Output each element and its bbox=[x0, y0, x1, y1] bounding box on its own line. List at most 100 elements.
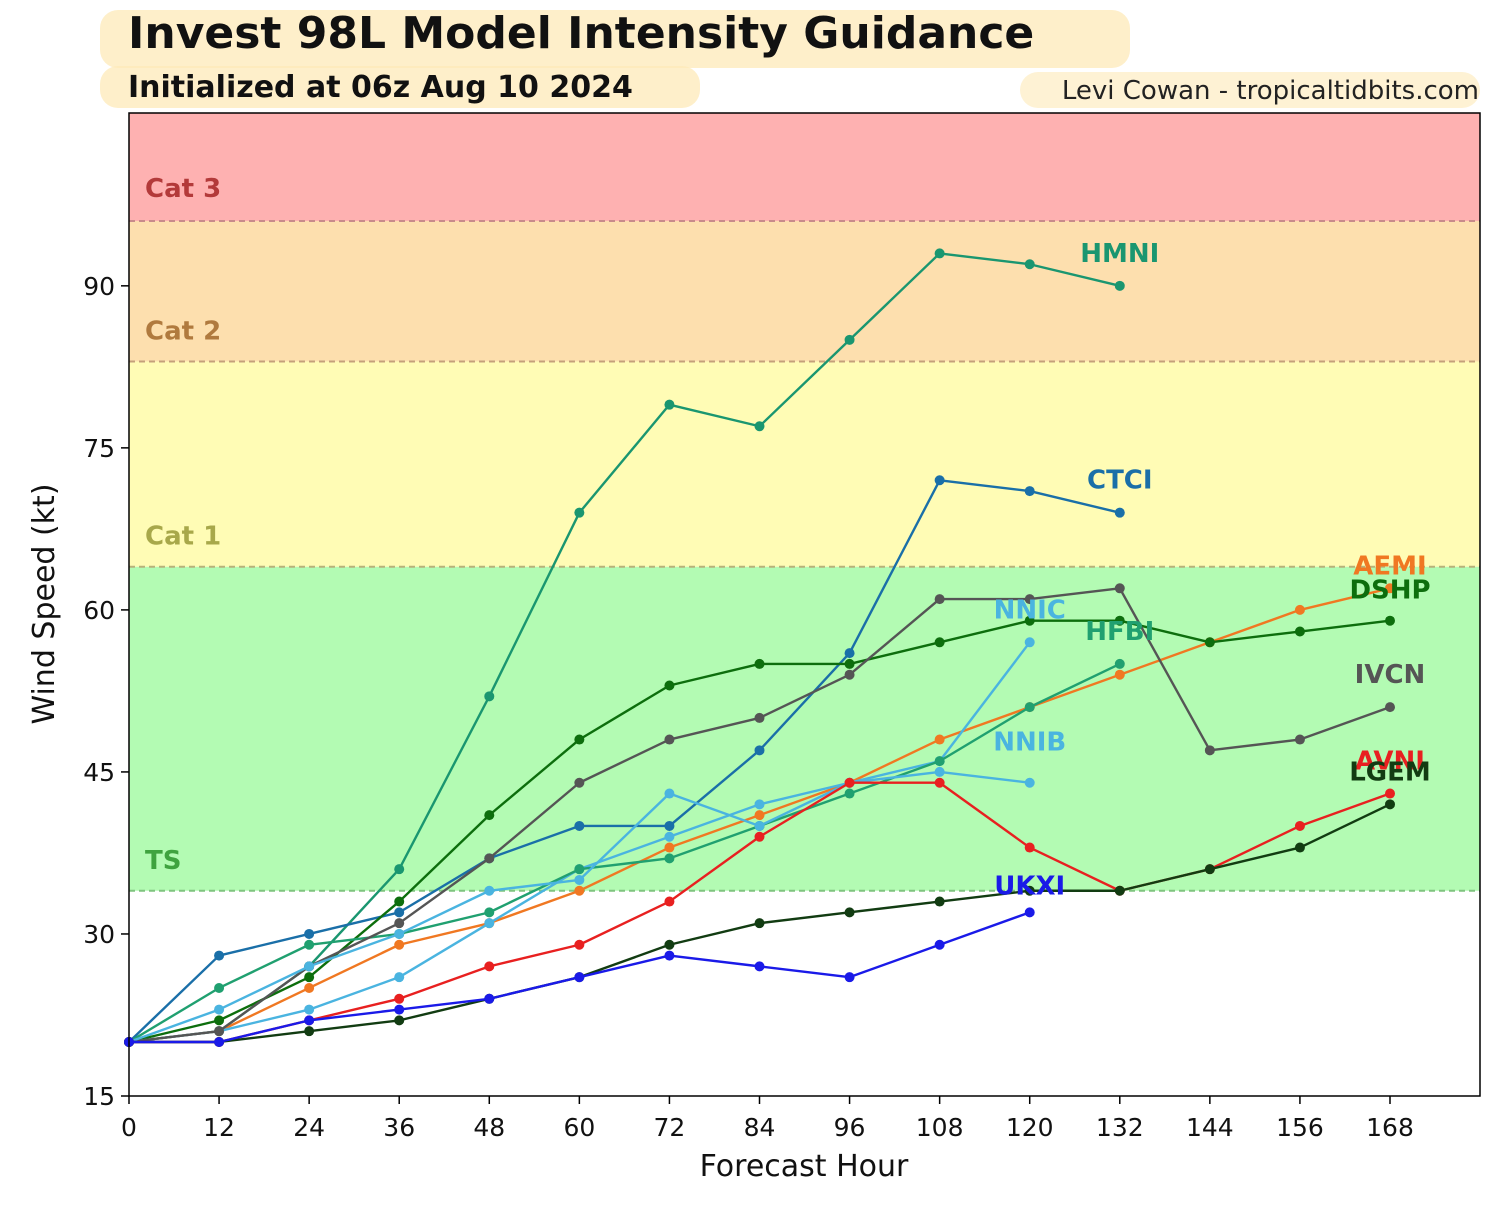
series-point-ctci bbox=[754, 745, 765, 756]
series-point-dshp bbox=[754, 658, 765, 669]
credit-highlight bbox=[1020, 72, 1480, 108]
series-point-hmni bbox=[394, 864, 405, 875]
series-point-hfbi bbox=[664, 853, 675, 864]
x-tick-label-9: 108 bbox=[916, 1113, 964, 1142]
series-point-ukxi bbox=[844, 972, 855, 983]
series-point-ivcn bbox=[1024, 594, 1035, 605]
band-1 bbox=[129, 361, 1480, 567]
series-point-nnic bbox=[664, 831, 675, 842]
series-point-aemi bbox=[1294, 604, 1305, 615]
series-point-lgem bbox=[1024, 885, 1035, 896]
series-point-dshp bbox=[1294, 626, 1305, 637]
series-point-nnib bbox=[574, 874, 585, 885]
x-tick-label-11: 132 bbox=[1096, 1113, 1144, 1142]
series-point-ctci bbox=[394, 907, 405, 918]
band-2 bbox=[129, 221, 1480, 362]
series-point-ctci bbox=[304, 928, 315, 939]
series-point-hfbi bbox=[574, 864, 585, 875]
series-point-ivcn bbox=[844, 669, 855, 680]
y-tick-label-3: 60 bbox=[83, 596, 115, 625]
series-point-hfbi bbox=[214, 982, 225, 993]
band-label-3: Cat 3 bbox=[145, 174, 221, 204]
y-axis-label: Wind Speed (kt) bbox=[27, 483, 62, 724]
series-point-ukxi bbox=[754, 961, 765, 972]
series-label-nnic: NNIC bbox=[994, 595, 1066, 625]
x-tick-label-6: 72 bbox=[654, 1113, 686, 1142]
series-point-ivcn bbox=[1294, 734, 1305, 745]
series-point-ctci bbox=[664, 820, 675, 831]
series-point-nnib bbox=[304, 961, 315, 972]
series-point-dshp bbox=[844, 658, 855, 669]
series-point-ukxi bbox=[394, 1004, 405, 1015]
y-tick-label-4: 75 bbox=[83, 434, 115, 463]
series-point-dshp bbox=[304, 972, 315, 983]
series-point-avni bbox=[844, 777, 855, 788]
series-point-aemi bbox=[574, 885, 585, 896]
chart-subtitle: Initialized at 06z Aug 10 2024 bbox=[128, 70, 633, 105]
series-point-ctci bbox=[934, 475, 945, 486]
series-point-nnib bbox=[934, 766, 945, 777]
y-tick-label-5: 90 bbox=[83, 272, 115, 301]
series-point-hmni bbox=[1024, 259, 1035, 270]
series-point-aemi bbox=[934, 734, 945, 745]
series-point-lgem bbox=[844, 907, 855, 918]
series-point-avni bbox=[1385, 788, 1395, 799]
x-axis: 0 12 24 36 48 60 72 84 96 108 120 132 144 156 168 bbox=[121, 1096, 1414, 1142]
series-point-lgem bbox=[934, 896, 945, 907]
subtitle-highlight bbox=[100, 66, 700, 108]
plot-frame bbox=[128, 112, 1481, 1097]
series-point-hmni bbox=[1114, 280, 1125, 291]
series-point-hfbi bbox=[1114, 658, 1125, 669]
series-point-nnib bbox=[664, 788, 675, 799]
x-tick-label-7: 84 bbox=[744, 1113, 776, 1142]
chart-title: Invest 98L Model Intensity Guidance bbox=[128, 8, 1035, 59]
band-3 bbox=[129, 113, 1480, 222]
title-highlight bbox=[100, 10, 1130, 68]
y-axis: 15 30 45 60 75 90 bbox=[83, 272, 129, 1111]
series-point-ivcn bbox=[664, 734, 675, 745]
band-label-2: Cat 2 bbox=[145, 316, 221, 346]
series-point-lgem bbox=[664, 939, 675, 950]
series-point-lgem bbox=[1114, 885, 1125, 896]
series-label-ctci: CTCI bbox=[1087, 466, 1153, 496]
series-point-ctci bbox=[214, 950, 225, 961]
model-series bbox=[124, 248, 1395, 1047]
series-point-nnib bbox=[484, 885, 495, 896]
series-point-hfbi bbox=[484, 907, 495, 918]
series-point-ivcn bbox=[574, 777, 585, 788]
series-point-aemi bbox=[754, 810, 765, 821]
x-tick-label-10: 120 bbox=[1006, 1113, 1054, 1142]
series-point-avni bbox=[754, 831, 765, 842]
series-point-nnic bbox=[1024, 637, 1035, 648]
series-label-hmni: HMNI bbox=[1080, 239, 1159, 269]
band-threshold-lines bbox=[129, 220, 1480, 892]
series-point-hmni bbox=[484, 691, 495, 702]
series-label-ukxi: UKXI bbox=[994, 871, 1065, 901]
series-point-aemi bbox=[1385, 583, 1395, 594]
series-point-lgem bbox=[394, 1015, 405, 1026]
series-point-ukxi bbox=[1024, 907, 1035, 918]
series-point-dshp bbox=[1024, 615, 1035, 626]
series-point-ukxi bbox=[934, 939, 945, 950]
series-label-lgem: LGEM bbox=[1349, 757, 1431, 787]
series-label-avni: AVNI bbox=[1355, 747, 1425, 777]
chart-credit: Levi Cowan - tropicaltidbits.com bbox=[1061, 76, 1479, 106]
series-point-ctci bbox=[1024, 486, 1035, 497]
series-point-dshp bbox=[1385, 615, 1395, 626]
series-point-ivcn bbox=[1385, 702, 1395, 713]
series-point-hfbi bbox=[844, 788, 855, 799]
y-tick-label-0: 15 bbox=[83, 1082, 115, 1111]
series-point-lgem bbox=[1204, 864, 1215, 875]
series-label-hfbi: HFBI bbox=[1085, 617, 1154, 647]
x-tick-label-4: 48 bbox=[473, 1113, 505, 1142]
band-labels: TS Cat 1 Cat 2 Cat 3 bbox=[145, 174, 221, 876]
series-point-nnic bbox=[484, 918, 495, 929]
series-point-ukxi bbox=[214, 1036, 225, 1047]
x-tick-label-1: 12 bbox=[203, 1113, 235, 1142]
series-line-hfbi bbox=[128, 662, 1121, 1044]
series-point-avni bbox=[1294, 820, 1305, 831]
series-point-hmni bbox=[934, 248, 945, 259]
band-label-1: Cat 1 bbox=[145, 522, 221, 552]
